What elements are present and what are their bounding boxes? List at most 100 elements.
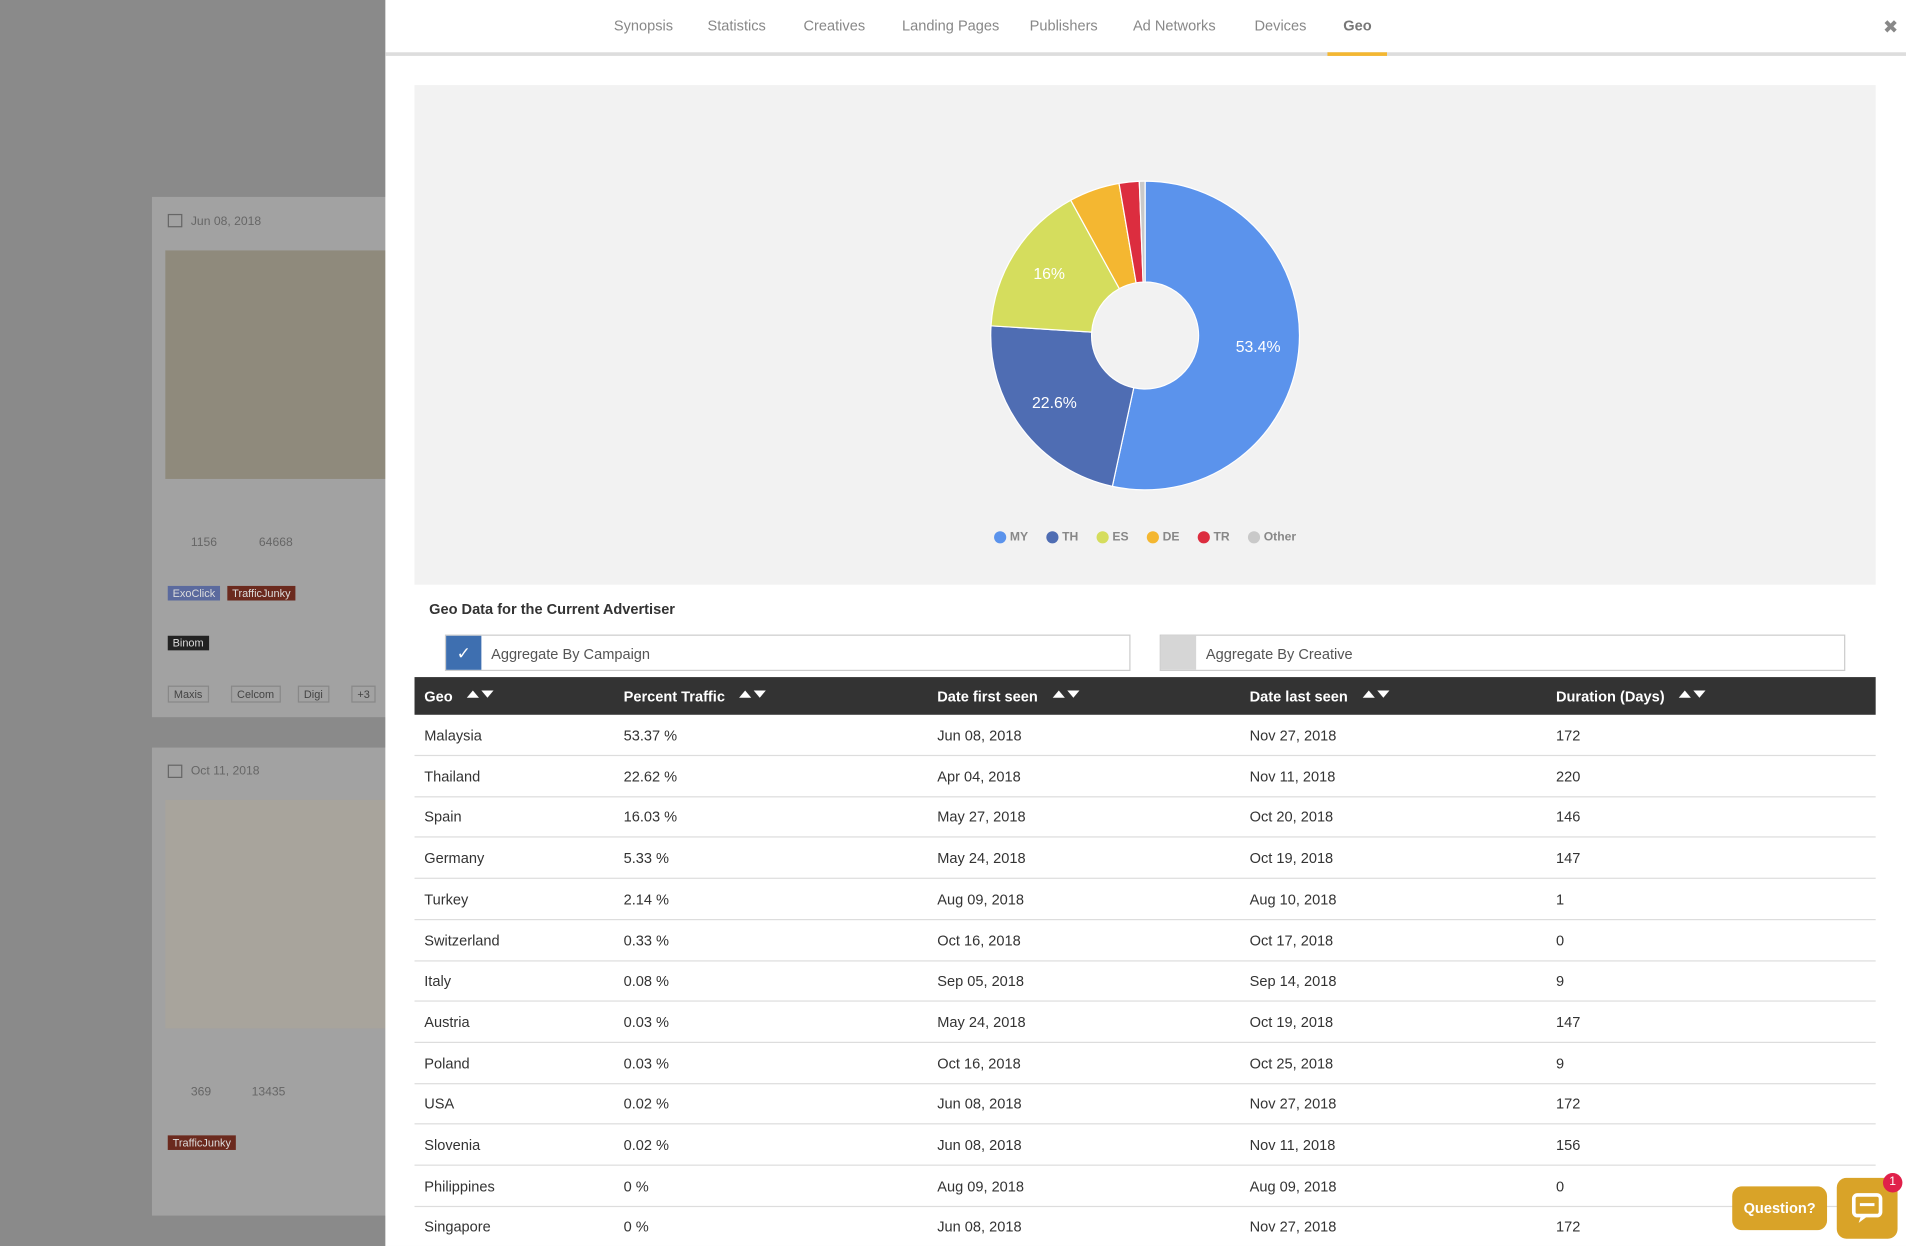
table-cell: 1 (1555, 890, 1565, 908)
data-label: 22.6% (1032, 395, 1077, 412)
table-row: Thailand 22.62 % Apr 04, 2018 Nov 11, 2018 2… (414, 756, 1876, 798)
legend-item[interactable]: ES (1096, 529, 1129, 543)
column-header[interactable]: Date first seen (937, 688, 1038, 706)
table-cell: Oct 17, 2018 (1249, 931, 1334, 949)
column-header[interactable]: Geo (424, 688, 453, 706)
table-cell: 0.08 % (623, 972, 670, 990)
table-cell: 9 (1555, 1054, 1565, 1072)
table-cell: Jun 08, 2018 (937, 1218, 1022, 1236)
table-row: USA 0.02 % Jun 08, 2018 Nov 27, 2018 172 (414, 1083, 1876, 1125)
sort-up (1052, 690, 1065, 698)
table-cell: Spain (424, 808, 462, 826)
tab[interactable]: Creatives (803, 17, 866, 35)
sort-icon[interactable] (1052, 690, 1082, 700)
legend-item[interactable]: Other (1247, 529, 1296, 543)
aggregate-option[interactable]: Aggregate By Creative (1159, 634, 1846, 672)
network-tag: TrafficJunky (167, 1135, 236, 1150)
table-cell: Switzerland (424, 931, 500, 949)
table-cell: Austria (424, 1013, 470, 1031)
tab[interactable]: Geo (1343, 17, 1372, 35)
tab[interactable]: Landing Pages (901, 17, 1000, 35)
table-cell: Philippines (424, 1177, 495, 1195)
table-cell: Nov 27, 2018 (1249, 1218, 1337, 1236)
sort-icon[interactable] (466, 690, 496, 700)
table-cell: Oct 25, 2018 (1249, 1054, 1334, 1072)
table-row: Malaysia 53.37 % Jun 08, 2018 Nov 27, 2018 1… (414, 715, 1876, 757)
close-button[interactable]: ✖ (1882, 17, 1899, 38)
table-cell: Oct 19, 2018 (1249, 849, 1334, 867)
ad-image (165, 799, 397, 1029)
sort-up (1678, 690, 1691, 698)
table-cell: 0.02 % (623, 1136, 670, 1154)
table-cell: 147 (1555, 1013, 1581, 1031)
table-cell: 53.37 % (623, 726, 678, 744)
legend-swatch (1197, 531, 1210, 544)
aggregate-option[interactable]: ✓ Aggregate By Campaign (444, 634, 1131, 672)
option-label: Aggregate By Creative (1205, 645, 1353, 663)
table-cell: Aug 09, 2018 (1249, 1177, 1337, 1195)
column-header[interactable]: Percent Traffic (623, 688, 725, 706)
table-cell: Jun 08, 2018 (937, 726, 1022, 744)
sort-down (1067, 690, 1080, 698)
tab[interactable]: Synopsis (613, 17, 674, 35)
tab[interactable]: Ad Networks (1132, 17, 1216, 35)
data-label: 53.4% (1236, 339, 1281, 356)
card-date: Jun 08, 2018 (190, 215, 262, 229)
table-cell: 0.03 % (623, 1054, 670, 1072)
table-cell: Singapore (424, 1218, 491, 1236)
card-date: Oct 11, 2018 (190, 764, 260, 778)
card-stat: 1156 (190, 536, 218, 550)
table-cell: Oct 16, 2018 (937, 1054, 1021, 1072)
calendar-icon (167, 213, 183, 228)
chart-area: 53.4% 22.6% 16% MY TH ES DE TR Other (414, 85, 1876, 585)
table-row: Slovenia 0.02 % Jun 08, 2018 Nov 11, 2018 15… (414, 1124, 1876, 1166)
column-header[interactable]: Date last seen (1249, 688, 1348, 706)
table-cell: Aug 09, 2018 (937, 890, 1025, 908)
network-tag: TrafficJunky (227, 585, 296, 601)
tab-bar: Synopsis Statistics Creatives Landing Pages… (385, 0, 1906, 56)
pie-slice (1138, 180, 1146, 283)
table-cell: 5.33 % (623, 849, 670, 867)
sort-icon[interactable] (739, 690, 768, 700)
legend-item[interactable]: DE (1146, 529, 1180, 543)
tab-indicator (1327, 52, 1387, 56)
table-cell: USA (424, 1095, 455, 1113)
table-cell: Aug 09, 2018 (937, 1177, 1025, 1195)
column-header[interactable]: Duration (Days) (1555, 688, 1665, 706)
sort-icon[interactable] (1362, 690, 1392, 700)
section-title: Geo Data for the Current Advertiser (429, 600, 675, 618)
table-cell: Thailand (424, 767, 481, 785)
sort-up (739, 690, 752, 698)
tab[interactable]: Publishers (1029, 17, 1098, 35)
table-cell: Germany (424, 849, 485, 867)
card-stat: 369 (190, 1085, 212, 1099)
legend-label: TR (1214, 529, 1230, 543)
table-cell: Nov 11, 2018 (1249, 767, 1336, 785)
table-cell: Sep 14, 2018 (1249, 972, 1337, 990)
legend-item[interactable]: TR (1197, 529, 1230, 544)
carrier-tag: Celcom (230, 685, 281, 703)
pie-slice (1111, 180, 1301, 491)
checkbox: ✓ (446, 635, 482, 670)
tab[interactable]: Statistics (707, 17, 766, 35)
tab[interactable]: Devices (1254, 17, 1307, 35)
chat-glyph (1851, 1193, 1883, 1223)
calendar-icon (167, 764, 183, 778)
card-stat: 13435 (251, 1085, 286, 1099)
table-cell: May 27, 2018 (937, 808, 1026, 826)
table-cell: Nov 27, 2018 (1249, 1095, 1337, 1113)
question-button[interactable]: Question? (1732, 1186, 1828, 1231)
table-cell: Slovenia (424, 1136, 481, 1154)
option-label: Aggregate By Campaign (491, 645, 651, 663)
table-cell: Aug 10, 2018 (1249, 890, 1337, 908)
table-cell: May 24, 2018 (937, 1013, 1026, 1031)
table-cell: Oct 20, 2018 (1249, 808, 1334, 826)
table-row: Italy 0.08 % Sep 05, 2018 Sep 14, 2018 9 (414, 961, 1876, 1002)
table-row: Turkey 2.14 % Aug 09, 2018 Aug 10, 2018 1 (414, 879, 1876, 920)
legend-item[interactable]: TH (1046, 529, 1078, 543)
sort-icon[interactable] (1678, 690, 1708, 700)
table-cell: 0.03 % (623, 1013, 670, 1031)
table-cell: Italy (424, 972, 452, 990)
legend-item[interactable]: MY (994, 529, 1028, 543)
